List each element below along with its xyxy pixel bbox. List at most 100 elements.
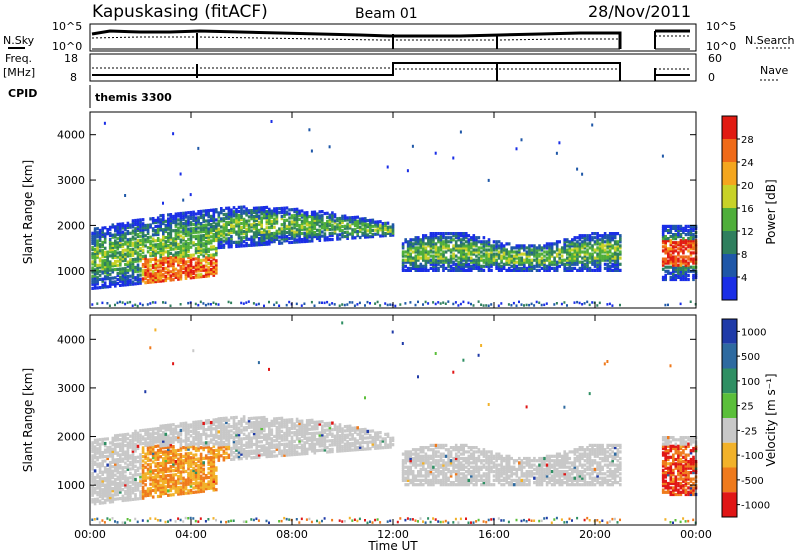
heatmap-cell (528, 250, 531, 254)
heatmap-cell (101, 271, 104, 275)
heatmap-cell (149, 241, 152, 245)
heatmap-cell (505, 256, 508, 260)
heatmap-cell (119, 486, 122, 490)
heatmap-cell (189, 488, 193, 493)
heatmap-cell (111, 443, 115, 447)
heatmap-cell (146, 445, 150, 449)
heatmap-cell (108, 441, 112, 445)
heatmap-cell (134, 497, 137, 501)
heatmap-cell (174, 230, 178, 235)
heatmap-cell (129, 264, 132, 268)
heatmap-cell (520, 266, 524, 270)
heatmap-cell (454, 246, 458, 250)
heatmap-cell (462, 264, 465, 268)
heatmap-cell (323, 234, 327, 238)
heatmap-cell (136, 488, 140, 492)
heatmap-cell (313, 222, 317, 226)
heatmap-cell (237, 448, 241, 452)
heatmap-cell (689, 233, 693, 237)
heatmap-cell (197, 433, 200, 437)
heatmap-cell (156, 218, 160, 222)
heatmap-cell (472, 250, 476, 254)
heatmap-cell (235, 415, 238, 419)
heatmap-cell (427, 242, 430, 246)
heatmap-cell (619, 250, 622, 254)
heatmap-cell (454, 301, 457, 304)
heatmap-cell (119, 464, 122, 468)
heatmap-cell (682, 275, 685, 279)
heatmap-cell (162, 457, 165, 461)
heatmap-cell (172, 460, 175, 464)
heatmap-cell (242, 221, 246, 225)
heatmap-cell (338, 227, 342, 231)
colorbar-tick-label: 12 (741, 227, 754, 238)
heatmap-cell (512, 254, 516, 258)
heatmap-cell (212, 271, 216, 275)
heatmap-cell (149, 247, 152, 252)
heatmap-cell (129, 480, 132, 484)
heatmap-cell (437, 246, 440, 250)
heatmap-cell (131, 266, 135, 270)
heatmap-cell (197, 244, 200, 248)
heatmap-cell (212, 261, 216, 265)
heatmap-cell (245, 242, 248, 246)
heatmap-cell (209, 451, 213, 455)
heatmap-cell (103, 226, 107, 230)
heatmap-cell (419, 264, 423, 268)
heatmap-cell (611, 246, 614, 250)
heatmap-cell (225, 434, 228, 438)
heatmap-cell (265, 214, 269, 218)
heatmap-cell (197, 216, 200, 220)
heatmap-cell (227, 440, 231, 444)
heatmap-cell (500, 266, 503, 270)
heatmap-cell (162, 260, 165, 264)
heatmap-cell (611, 268, 614, 272)
heatmap-cell (230, 245, 233, 249)
heatmap-cell (295, 222, 299, 226)
heatmap-cell (550, 260, 554, 264)
heatmap-cell (217, 235, 221, 239)
heatmap-cell (470, 302, 472, 306)
heatmap-cell (573, 254, 577, 258)
heatmap-cell (167, 250, 170, 254)
heatmap-cell (121, 242, 125, 246)
heatmap-cell (235, 422, 238, 426)
heatmap-cell (98, 263, 102, 267)
heatmap-cell (121, 472, 125, 476)
heatmap-cell (477, 300, 480, 303)
heatmap-cell (230, 234, 233, 239)
heatmap-cell (159, 279, 162, 283)
heatmap-cell (591, 258, 594, 262)
heatmap-cell (134, 455, 137, 460)
heatmap-cell (389, 233, 392, 237)
heatmap-cell (278, 229, 281, 233)
heatmap-cell (553, 242, 556, 246)
heatmap-cell (91, 456, 94, 460)
heatmap-cell (119, 261, 122, 265)
heatmap-cell (192, 466, 195, 470)
heatmap-cell (298, 236, 301, 240)
heatmap-cell (101, 255, 104, 259)
heatmap-cell (343, 214, 347, 218)
heatmap-cell (439, 264, 443, 268)
heatmap-cell (103, 283, 107, 287)
heatmap-cell (192, 462, 195, 466)
freq-unit-label: [MHz] (3, 66, 35, 79)
y-tick-label: 4000 (57, 129, 85, 142)
heatmap-cell (169, 270, 173, 274)
heatmap-cell (126, 252, 130, 256)
heatmap-cell (154, 220, 157, 224)
heatmap-cell (497, 262, 501, 266)
heatmap-cell (664, 241, 667, 245)
heatmap-cell (172, 449, 175, 453)
heatmap-cell (515, 256, 519, 260)
heatmap-cell (194, 263, 198, 267)
heatmap-cell (409, 244, 412, 248)
heatmap-cell (209, 235, 213, 239)
heatmap-cell (664, 237, 667, 241)
heatmap-cell (217, 221, 221, 225)
heatmap-cell (209, 255, 213, 259)
heatmap-cell (101, 251, 104, 255)
heatmap-cell (197, 259, 200, 263)
